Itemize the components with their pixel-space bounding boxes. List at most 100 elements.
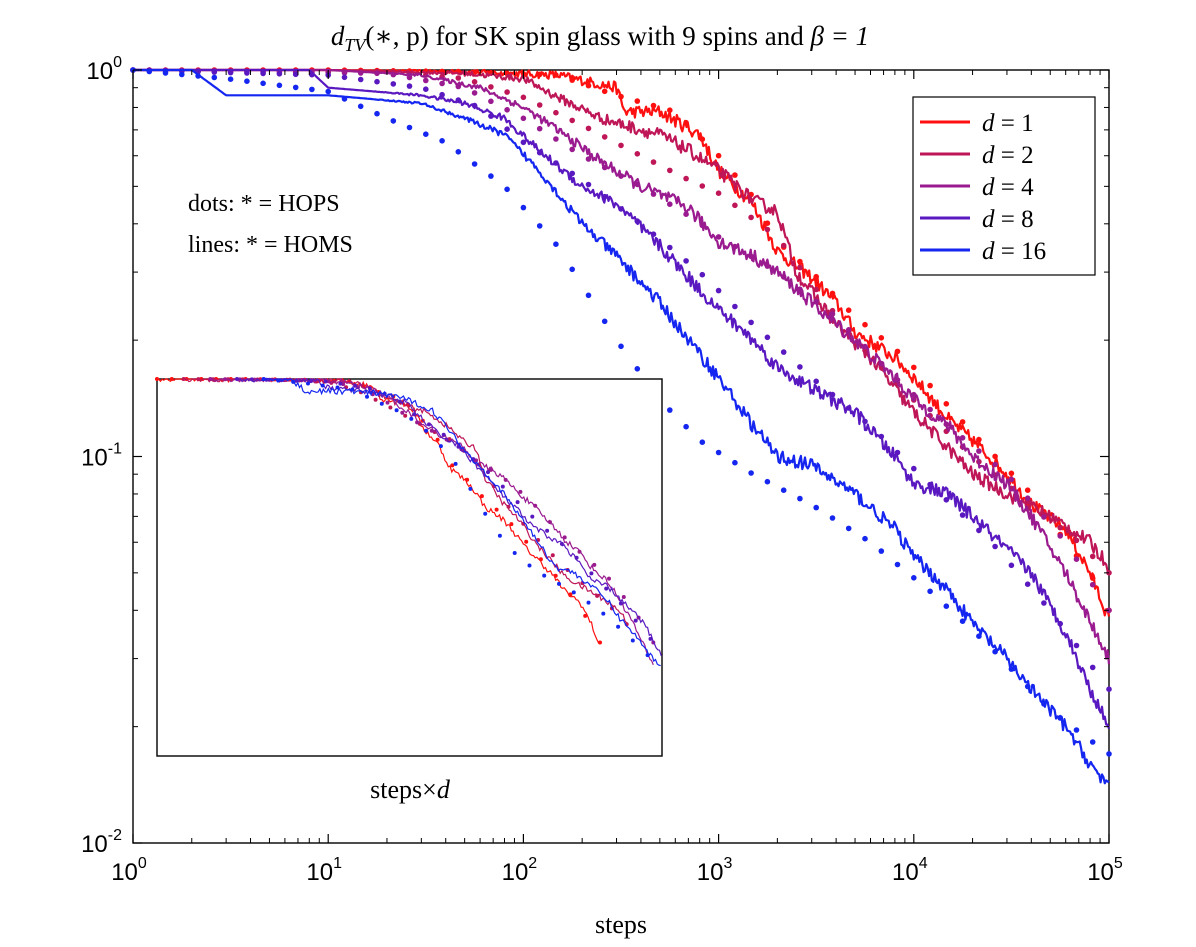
hops-dot-d8	[797, 364, 803, 370]
hops-dot-d2	[764, 226, 771, 233]
inset-dot-d16	[438, 444, 443, 449]
hops-dot-d2	[618, 142, 624, 149]
series-layer	[130, 67, 1112, 785]
title-mid: for SK spin glass with 9 spins and	[429, 21, 811, 51]
inset-dot-d8	[412, 412, 417, 417]
inset-dot-d8	[441, 432, 446, 437]
hops-dot-d8	[211, 69, 218, 75]
hops-dot-d8	[862, 418, 868, 425]
inset-dot-d16	[306, 381, 310, 386]
hops-dot-d8	[748, 319, 754, 326]
legend-label: d = 16	[982, 238, 1046, 265]
hops-dot-d8	[227, 69, 234, 76]
hops-dot-d1	[715, 152, 722, 159]
hops-dot-d4	[569, 146, 575, 153]
inset-dot-d4	[208, 377, 213, 381]
inset-xlabel-var: d	[437, 775, 451, 804]
hops-dot-d16	[959, 618, 966, 624]
inset-dot-d16	[616, 624, 621, 629]
homs-line-d16	[133, 68, 1110, 785]
inset-dot-d4	[518, 489, 523, 494]
hops-dot-d16	[813, 504, 819, 511]
hops-dot-d2	[732, 202, 738, 209]
annotation-dots: dots: * = HOPS	[188, 191, 340, 217]
hops-dot-d16	[699, 439, 706, 446]
hops-dot-d2	[748, 214, 754, 221]
hops-dot-d1	[894, 348, 901, 355]
hops-dot-d4	[764, 263, 771, 269]
inset-dot-d1	[524, 539, 529, 544]
hops-dot-d4	[374, 70, 380, 77]
inset-dot-d4	[429, 428, 434, 433]
hops-dot-d4	[780, 274, 787, 280]
hops-dot-d1	[927, 382, 933, 389]
inset-box	[156, 378, 663, 757]
hops-dot-d1	[862, 321, 868, 328]
hops-dot-d2	[634, 151, 641, 157]
inset-dot-d4	[548, 520, 552, 525]
hops-dot-d16	[911, 575, 917, 581]
inset-dot-d1	[494, 507, 499, 512]
hops-dot-d2	[601, 134, 608, 140]
hops-dot-d16	[211, 74, 218, 81]
hops-dot-d16	[732, 459, 738, 466]
hops-dot-d16	[601, 318, 608, 325]
inset-dot-d4	[533, 503, 538, 508]
hops-dot-d1	[650, 102, 657, 109]
inset-dot-d8	[235, 377, 239, 381]
hops-dot-d8	[878, 433, 885, 440]
hops-dot-d2	[488, 84, 494, 90]
hops-dot-d2	[471, 79, 478, 85]
hops-dot-d2	[536, 102, 543, 108]
inset-dot-d16	[394, 408, 399, 413]
hops-dot-d8	[732, 303, 738, 310]
hops-dot-d8	[390, 81, 397, 87]
hops-dot-d4	[357, 70, 364, 76]
hops-dot-d4	[797, 286, 803, 293]
hops-dot-d16	[943, 603, 950, 609]
inset-dot-d4	[577, 549, 582, 554]
inset-dot-d8	[367, 386, 372, 391]
hops-dot-d4	[1024, 495, 1031, 502]
inset-dot-d16	[424, 428, 429, 433]
hops-dot-d4	[650, 191, 657, 197]
y-tick-label: 100	[86, 54, 122, 85]
hops-dot-d8	[455, 97, 462, 103]
hops-dot-d16	[894, 561, 901, 568]
hops-dot-d4	[471, 90, 478, 96]
inset-dot-d2	[506, 504, 511, 509]
hops-dot-d16	[455, 149, 462, 155]
hops-dot-d4	[553, 136, 559, 142]
hops-dot-d16	[244, 78, 250, 84]
hops-dot-d8	[471, 102, 478, 109]
hops-dot-d4	[667, 201, 673, 207]
hops-dot-d2	[780, 242, 787, 249]
hops-dot-d1	[748, 191, 754, 198]
hops-dot-d4	[943, 421, 950, 428]
x-tick-label: 102	[502, 855, 538, 886]
x-axis-label: steps	[595, 910, 647, 939]
inset-dot-d8	[559, 541, 564, 546]
hops-dot-d1	[553, 72, 559, 78]
hops-dot-d8	[357, 76, 364, 83]
legend-label: d = 2	[982, 142, 1034, 169]
hops-dot-d4	[406, 74, 413, 81]
inset-dot-d8	[338, 381, 343, 386]
hops-dot-d8	[585, 181, 592, 188]
inset-dot-d1	[568, 592, 573, 597]
hops-dot-d16	[439, 138, 445, 144]
inset-dot-d8	[427, 422, 431, 427]
hops-dot-d8	[309, 71, 315, 78]
legend-label: d = 8	[982, 206, 1034, 233]
x-tick-label: 104	[892, 855, 928, 886]
hops-dot-d2	[667, 167, 673, 174]
x-tick-label: 103	[697, 855, 733, 886]
hops-dot-d8	[1089, 664, 1096, 671]
x-tick-label: 105	[1087, 855, 1123, 886]
hops-dot-d2	[585, 125, 592, 132]
hops-dot-d16	[162, 70, 169, 76]
hops-dot-d16	[634, 366, 641, 372]
hops-dot-d8	[683, 258, 689, 264]
inset-dot-d4	[562, 535, 567, 540]
